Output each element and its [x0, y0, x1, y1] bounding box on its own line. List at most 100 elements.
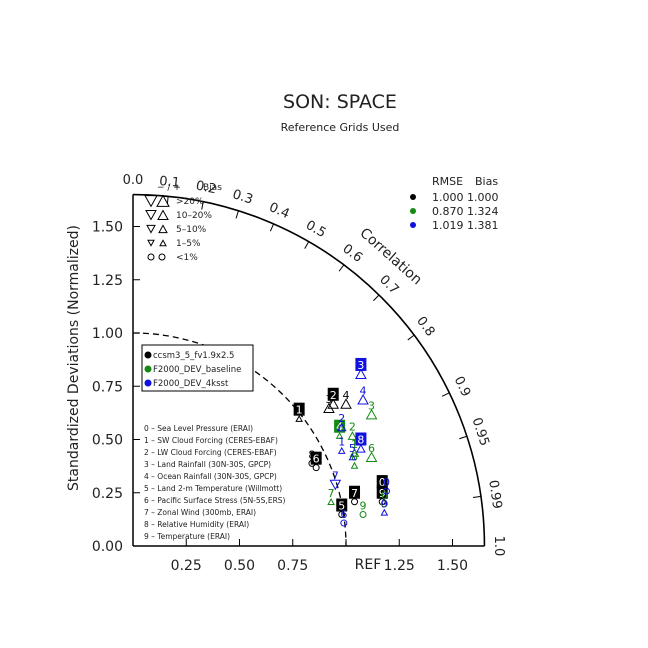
rmse-value: 1.019	[432, 219, 464, 232]
data-point-box	[310, 451, 322, 465]
correlation-tick-label: 0.8	[413, 314, 437, 340]
correlation-tick-label: 0.9	[451, 374, 474, 399]
data-point-box	[334, 419, 346, 433]
data-point-label: 3	[357, 359, 364, 372]
y-tick-label: 0.25	[92, 486, 123, 502]
correlation-tick	[441, 392, 450, 397]
rmse-row: 1.000 1.000	[410, 191, 499, 204]
data-point-marker	[340, 398, 352, 409]
data-point-label: 6	[313, 453, 320, 466]
data-point-label: 3	[325, 393, 332, 406]
data-point: 0	[380, 489, 388, 508]
data-point: 4	[340, 389, 352, 409]
data-point-label: 2	[338, 412, 345, 425]
data-point: 9	[359, 500, 367, 519]
y-tick-label: 0.00	[92, 539, 123, 555]
bias-legend-rows: >20% 10–20% 5–10% 1–5% <1%	[144, 194, 212, 263]
bias-value: 1.381	[467, 219, 499, 232]
data-point-label: 9	[381, 497, 388, 510]
data-point-marker	[350, 461, 359, 469]
data-point-box	[336, 498, 348, 512]
data-point-marker	[356, 443, 366, 453]
variable-key-item: 3 – Land Rainfall (30N-30S, GPCP)	[144, 460, 271, 469]
variable-key-item: 7 – Zonal Wind (300mb, ERAI)	[144, 508, 256, 517]
bias-legend-label: 1–5%	[176, 239, 201, 249]
correlation-tick	[472, 495, 482, 499]
bias-legend-pos-marker	[157, 209, 169, 220]
bias-legend-neg-marker	[147, 253, 155, 261]
bias-legend-neg-marker	[145, 210, 157, 221]
bias-legend-label: 10–20%	[176, 211, 212, 221]
data-point: 1	[349, 438, 360, 457]
series-legend-rows: ccsm3_5_fv1.9x2.5 F2000_DEV_baseline F2000…	[144, 351, 241, 389]
rmse-row-dot	[410, 208, 416, 214]
data-point-label: 1	[351, 438, 358, 451]
data-point: 7	[329, 470, 342, 491]
y-axis-label: Standardized Deviations (Normalized)	[66, 225, 82, 491]
chart-title: SON: SPACE	[283, 91, 397, 113]
rmse-row: 0.870 1.324	[410, 205, 499, 218]
correlation-tick	[338, 264, 345, 272]
y-tick-label: 0.50	[92, 433, 123, 449]
x-tick-label: 0.75	[277, 558, 308, 574]
data-point-label: 7	[351, 487, 358, 500]
variable-key-item: 4 – Ocean Rainfall (30N-30S, GPCP)	[144, 472, 277, 481]
bias-legend-label: <1%	[176, 253, 198, 263]
data-point-marker	[329, 479, 342, 491]
correlation-tick-label: 0.7	[376, 272, 401, 297]
data-point-label: 4	[343, 389, 350, 402]
data-point-marker	[336, 422, 347, 432]
data-point-box	[376, 485, 388, 499]
correlation-tick	[269, 223, 275, 232]
data-point: 7	[349, 485, 361, 506]
correlation-tick	[235, 210, 239, 219]
data-point-marker	[340, 519, 348, 527]
data-point-label: 4	[360, 385, 367, 398]
variable-key-item: 1 – SW Cloud Forcing (CERES-EBAF)	[144, 436, 278, 445]
data-point-marker	[355, 368, 367, 379]
bias-legend-neg-marker	[146, 224, 156, 234]
correlation-tick-label: 0.4	[267, 200, 292, 222]
data-point-label: 5	[338, 500, 345, 513]
bias-legend-pos-marker	[158, 253, 166, 261]
data-point-marker	[380, 500, 388, 508]
data-point: 3	[355, 357, 367, 379]
bias-legend-pos-marker	[158, 224, 168, 234]
data-point: 3	[365, 399, 378, 420]
data-point-label: 9	[360, 500, 367, 513]
bias-legend-row: 5–10%	[146, 224, 207, 235]
data-point-label: 1	[296, 404, 303, 417]
bias-legend-row: 1–5%	[147, 239, 201, 249]
data-point-label: 2	[349, 421, 356, 434]
y-tick-label: 1.25	[92, 273, 123, 289]
rmse-header: RMSE	[432, 175, 463, 188]
data-point-label: 1	[338, 436, 345, 449]
bias-legend-row: <1%	[147, 253, 198, 263]
data-point-box	[293, 402, 305, 416]
data-point-marker	[295, 414, 303, 422]
data-point-marker	[327, 498, 335, 505]
series-legend-name: F2000_DEV_baseline	[153, 365, 241, 375]
correlation-tick	[373, 294, 380, 302]
correlation-tick-label: 0.2	[194, 179, 217, 198]
data-point: 1	[337, 436, 346, 454]
series-legend-item: ccsm3_5_fv1.9x2.5	[144, 351, 234, 361]
correlation-tick-label: 0.5	[303, 218, 328, 241]
data-point: 7	[327, 487, 335, 505]
data-point-marker	[347, 431, 358, 440]
data-point-label: 7	[328, 487, 335, 500]
bias-legend-row: 10–20%	[145, 209, 212, 221]
rmse-row-dot	[410, 194, 416, 200]
series-legend-box	[141, 344, 254, 392]
series-legend-dot	[144, 351, 152, 359]
bias-size-legend: − / + Bias >20% 10–20% 5–10% 1–5% <1%	[144, 183, 222, 263]
correlation-tick-label: 0.6	[339, 241, 365, 265]
ref-label: REF	[355, 557, 382, 573]
series-legend-dot	[144, 379, 152, 387]
data-point: 2	[347, 421, 358, 440]
data-point: 1	[293, 402, 305, 422]
data-point: 6	[365, 442, 378, 463]
data-point: 8	[350, 451, 359, 469]
bias-legend-label: >20%	[176, 197, 204, 207]
